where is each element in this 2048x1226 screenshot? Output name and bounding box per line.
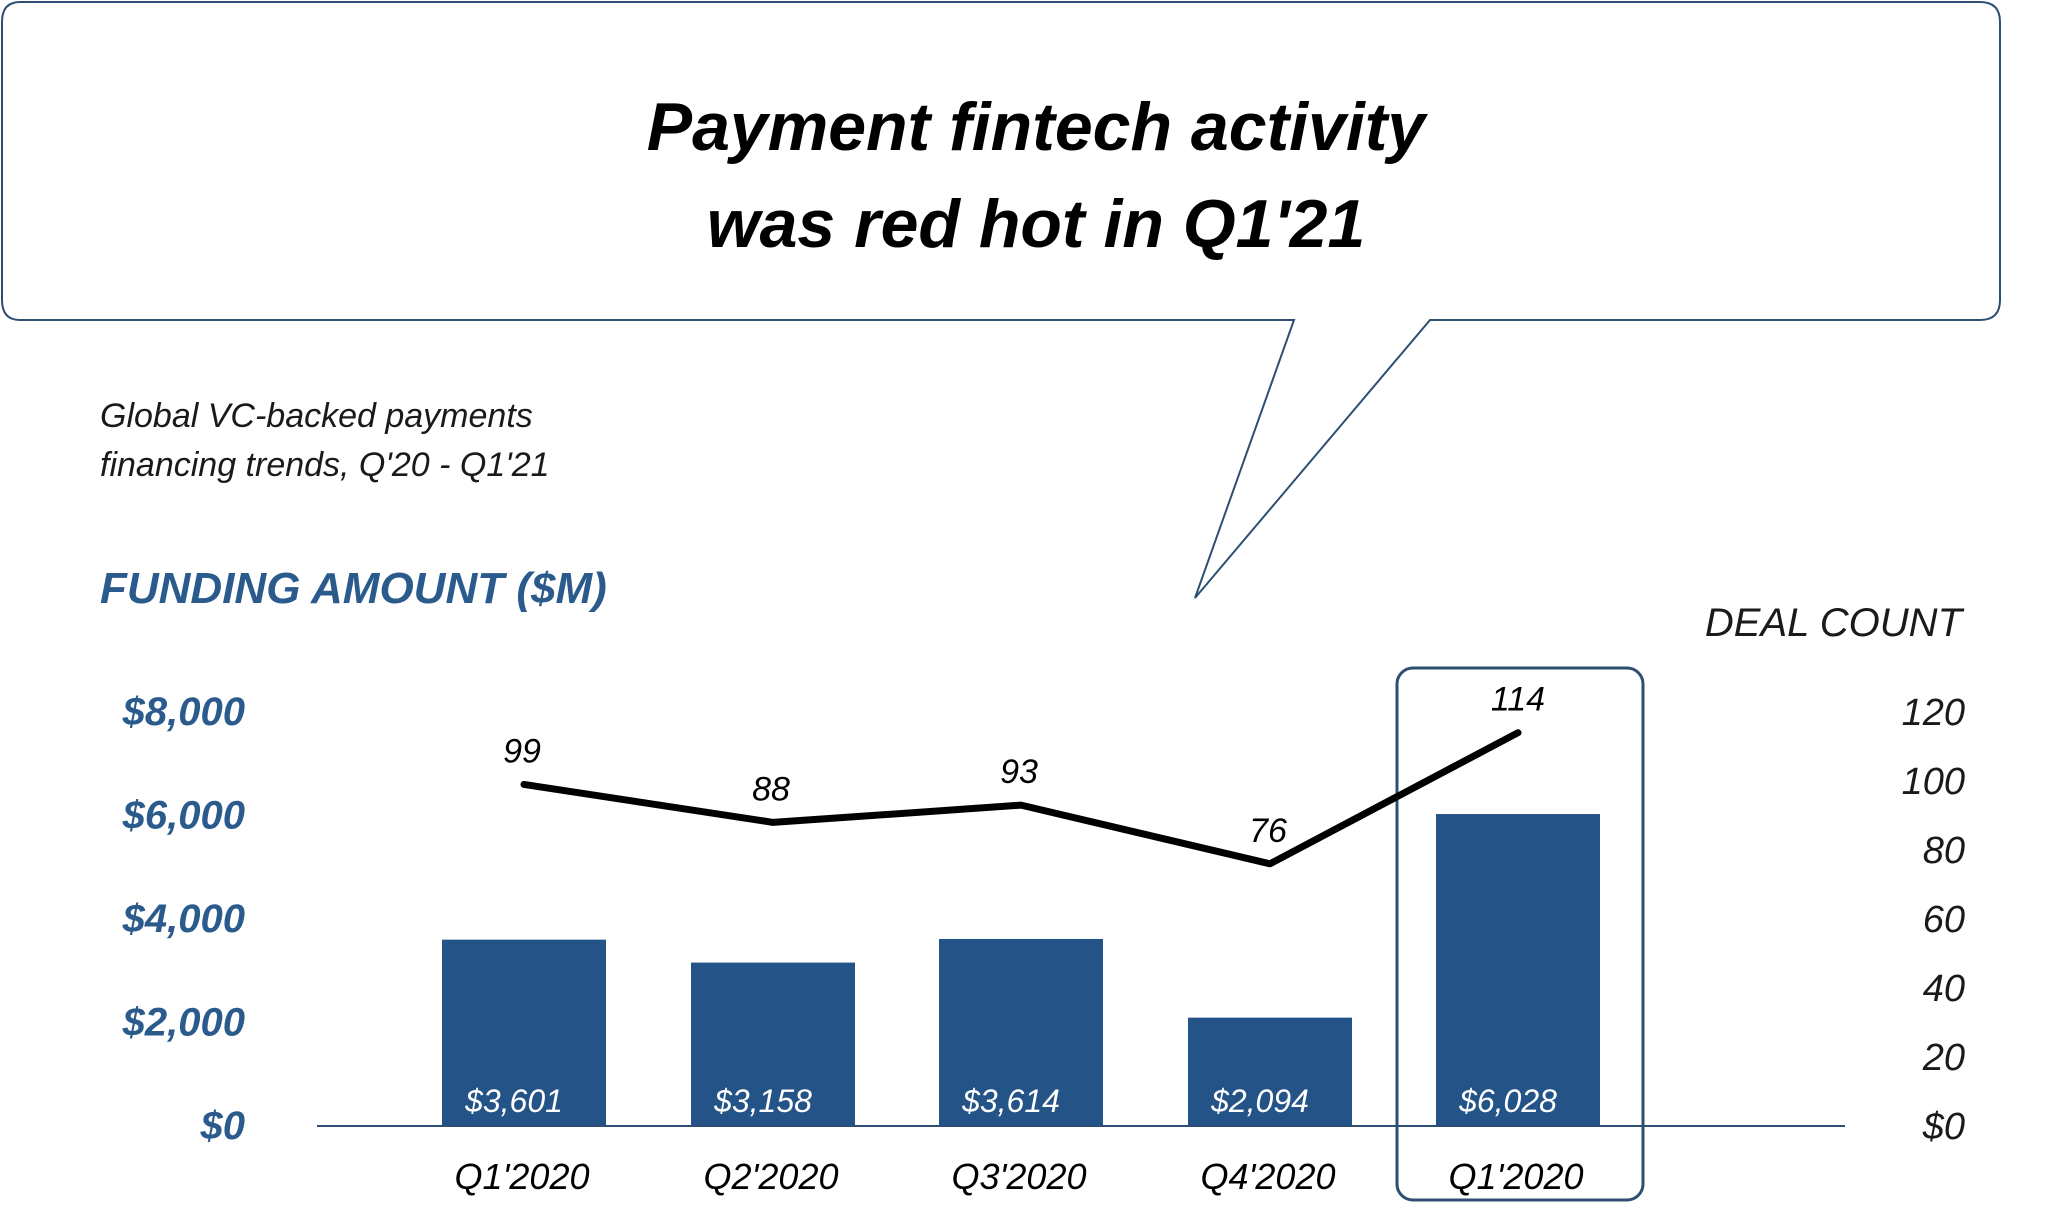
right-tick-label: 40	[1923, 968, 1965, 1010]
funding-bar	[1436, 814, 1600, 1126]
headline-line-2: was red hot in Q1'21	[707, 186, 1366, 262]
funding-bar-label: $3,158	[713, 1083, 812, 1119]
funding-bar-label: $3,614	[961, 1083, 1060, 1119]
category-label: Q4'2020	[1201, 1156, 1336, 1197]
right-tick-label: 120	[1902, 692, 1965, 734]
right-tick-label: 20	[1922, 1037, 1965, 1079]
left-axis-title: FUNDING AMOUNT ($M)	[100, 564, 607, 613]
category-label: Q3'2020	[952, 1156, 1087, 1197]
funding-bar	[939, 938, 1103, 1126]
funding-bar-label: $6,028	[1458, 1083, 1557, 1119]
left-tick-label: $8,000	[122, 690, 245, 734]
left-tick-label: $2,000	[122, 1001, 245, 1045]
deal-count-label: 93	[1000, 753, 1038, 791]
deal-count-label: 88	[752, 770, 790, 808]
headline-callout	[1, 1, 2001, 599]
right-tick-label: $0	[1922, 1106, 1965, 1148]
deal-count-label: 76	[1249, 812, 1287, 850]
category-label: Q1'2020	[1449, 1156, 1584, 1197]
chart-subtitle-line-1: Global VC-backed payments	[100, 397, 533, 435]
deal-count-label: 99	[503, 732, 541, 770]
funding-bar-label: $3,601	[464, 1083, 563, 1119]
funding-bar-label: $2,094	[1210, 1083, 1309, 1119]
right-tick-label: 100	[1902, 761, 1965, 803]
left-tick-label: $0	[200, 1104, 246, 1148]
deal-count-label: 114	[1491, 681, 1545, 719]
funding-bar	[442, 939, 606, 1126]
funding-bar	[1188, 1017, 1352, 1126]
funding-bar	[691, 962, 855, 1126]
right-tick-label: 60	[1923, 899, 1965, 941]
deal-count-line	[520, 729, 1522, 868]
category-label: Q1'2020	[455, 1156, 590, 1197]
chart-subtitle-line-2: financing trends, Q'20 - Q1'21	[100, 446, 550, 484]
right-axis-title: DEAL COUNT	[1705, 601, 1965, 645]
category-label: Q2'2020	[704, 1156, 839, 1197]
highlight-box	[1395, 666, 1645, 1202]
left-tick-label: $6,000	[122, 794, 245, 838]
right-tick-label: 80	[1923, 830, 1965, 872]
left-tick-label: $4,000	[122, 897, 245, 941]
headline-line-1: Payment fintech activity	[647, 89, 1429, 165]
